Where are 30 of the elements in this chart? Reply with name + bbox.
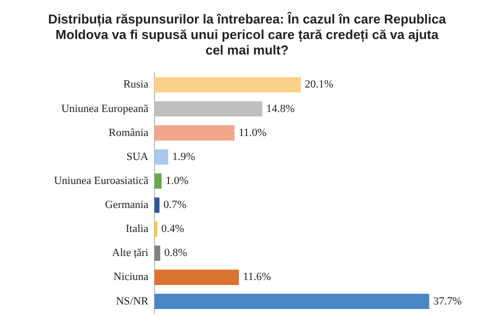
bar [154,197,160,213]
data-label: 0.4% [161,223,184,236]
bar [154,77,301,92]
bar [154,125,235,141]
y-tick-label: Italia [126,223,148,236]
bar [154,149,168,165]
bar [154,222,158,237]
y-tick-label: Uniunea Euroasiatică [54,174,148,187]
y-tick-label: Germania [105,199,148,212]
data-label: 37.7% [433,295,462,308]
data-label: 11.6% [242,271,271,284]
y-tick-label: NS/NR [116,295,150,308]
bar [154,270,239,285]
y-tick-label: Alte țări [112,247,148,260]
data-label: 11.0% [238,126,267,139]
data-label: 20.1% [304,78,334,91]
y-tick-label: România [108,126,148,139]
data-label: 14.8% [266,102,295,115]
y-tick-label: Niciuna [114,271,148,284]
chart-title: Distribuția răspunsurilor la întrebarea: În cazul în care Republica Moldova va fi supusă unui pericol care țară credeți că va ajuta cel mai mult? [48,11,447,58]
y-tick-label: SUA [126,150,148,163]
data-label: 0.8% [164,247,188,260]
y-tick-label: Rusia [123,78,148,91]
y-tick-label: Uniunea Europeană [61,102,148,115]
bar [154,173,162,189]
data-label: 1.9% [172,150,196,163]
data-label: 0.7% [163,199,186,212]
data-label: 1.0% [166,174,189,187]
bar [154,246,160,261]
bar [154,294,430,310]
